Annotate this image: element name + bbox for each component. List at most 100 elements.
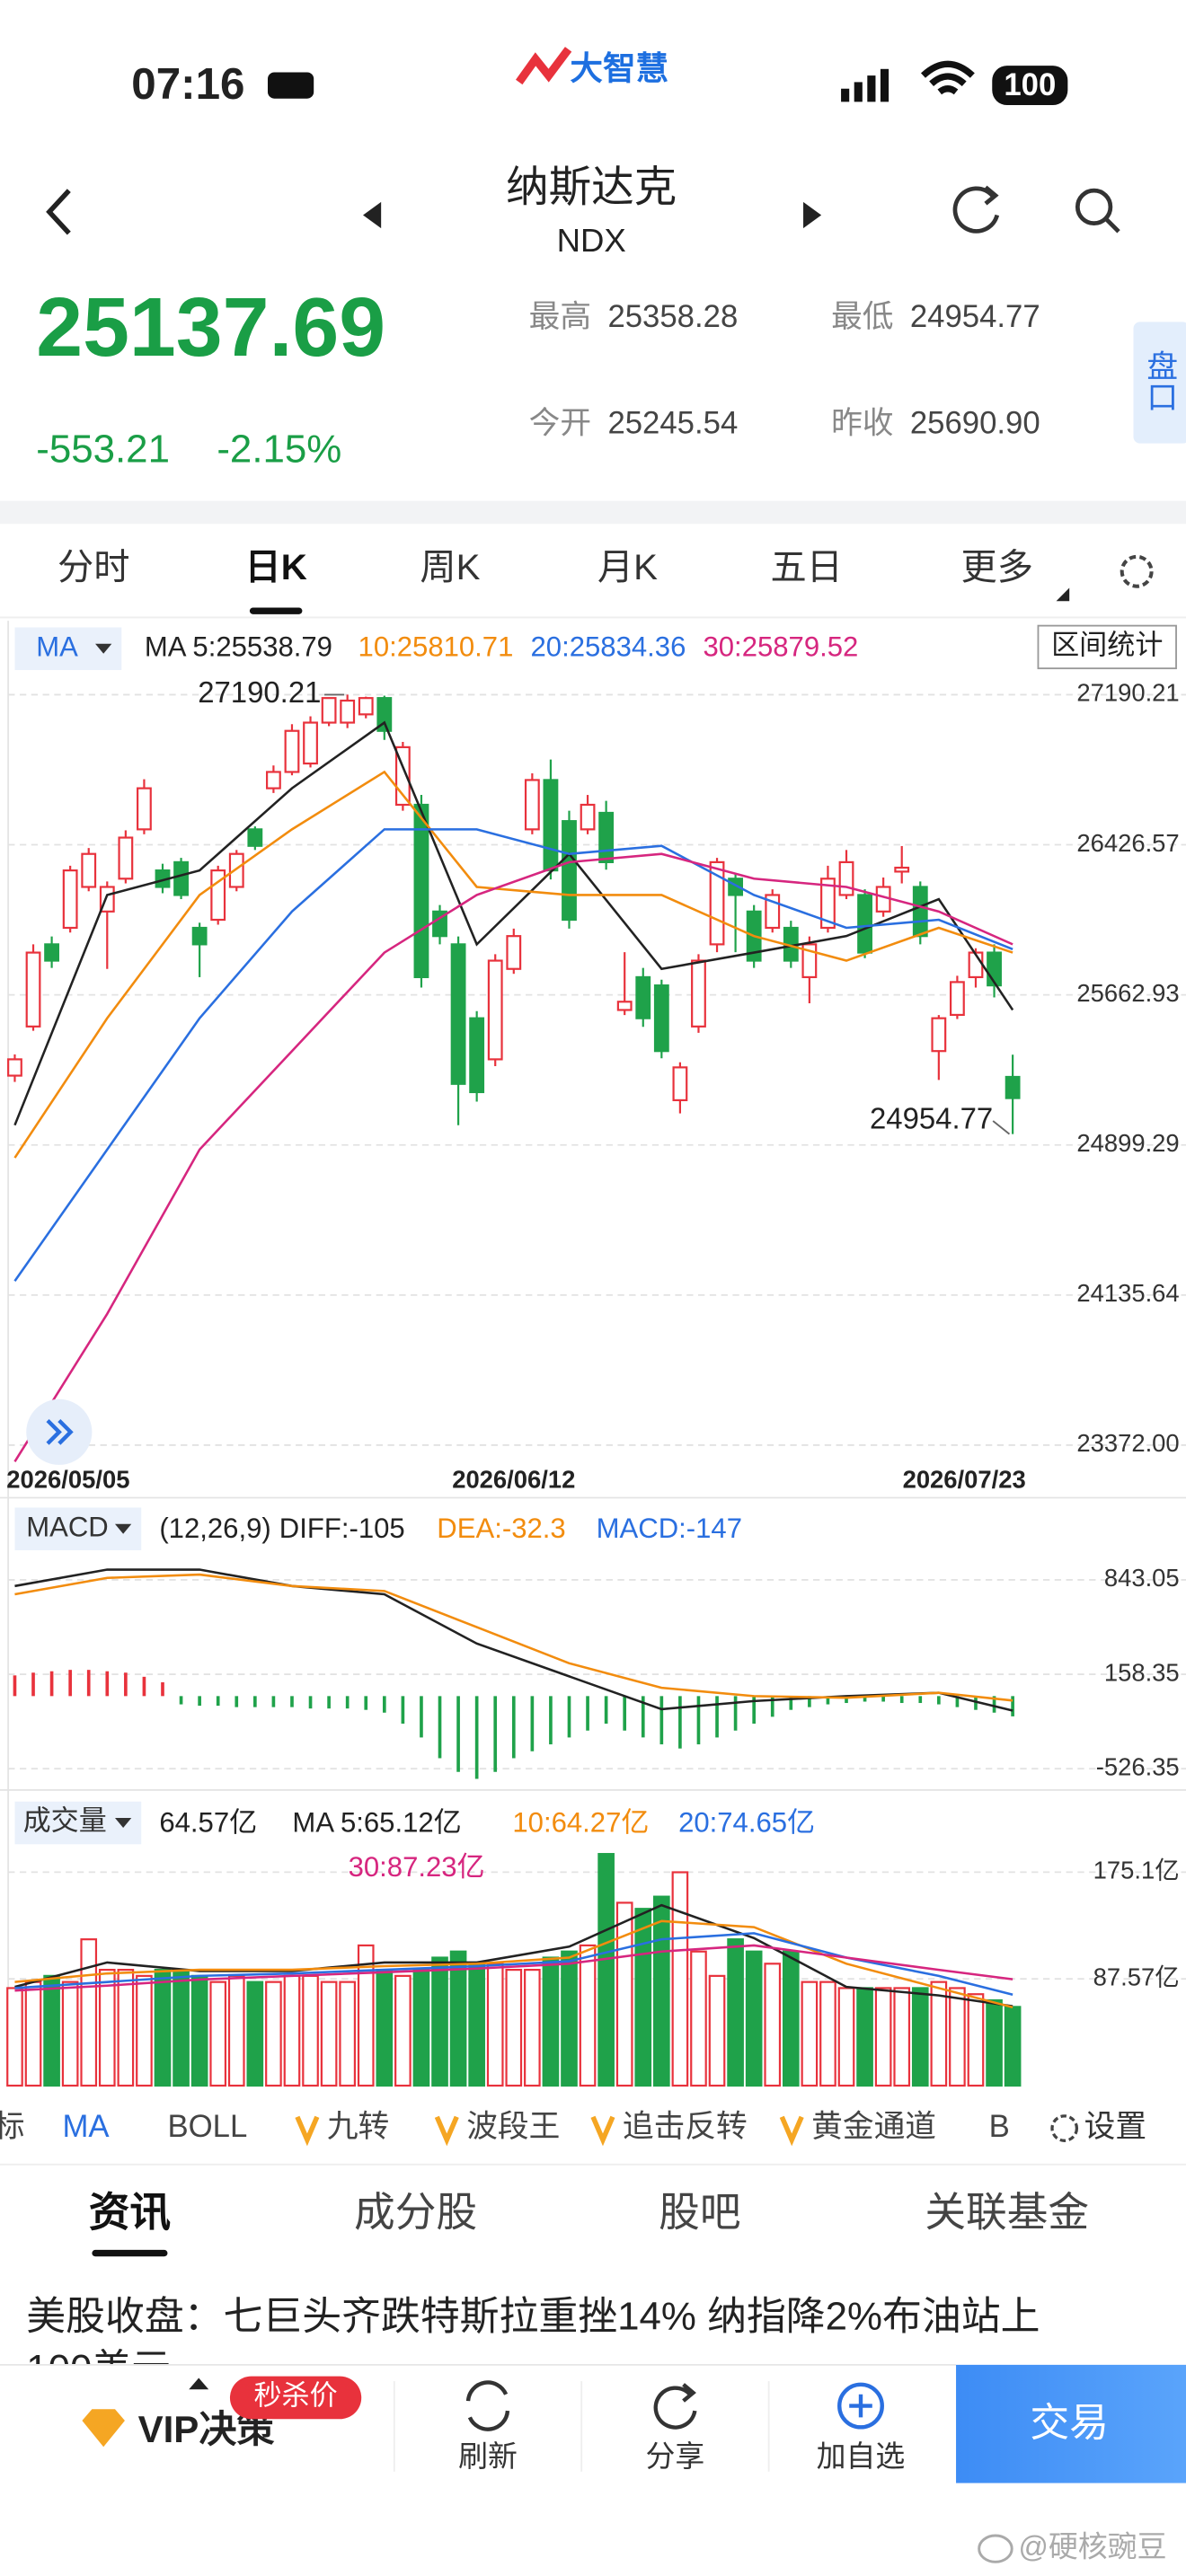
volume-bar (449, 1950, 467, 2087)
volume-bar (357, 1944, 375, 2087)
candle-body (950, 981, 965, 1017)
volume-bar (597, 1853, 615, 2087)
dropdown-arrow (95, 643, 112, 654)
dropdown-arrow (114, 1523, 132, 1534)
candle-body (912, 886, 928, 938)
signal-icon (841, 68, 890, 102)
period-tab[interactable]: 周K (420, 547, 480, 587)
search-button[interactable] (1075, 188, 1113, 226)
indicator-item[interactable]: 追击反转 (623, 2109, 748, 2144)
header-title: 纳斯达克 (506, 164, 677, 212)
back-button[interactable] (46, 189, 71, 235)
candle-body (137, 787, 152, 831)
range-stats-button[interactable] (1037, 624, 1177, 670)
volume-bar (412, 1968, 430, 2087)
settings-label[interactable]: 设置 (1084, 2110, 1146, 2144)
volume-bar (634, 1908, 652, 2087)
candle-body (635, 975, 651, 1019)
candle-body (191, 926, 208, 946)
refresh-button[interactable] (952, 185, 1000, 234)
period-tab[interactable]: 月K (597, 547, 658, 587)
indicator-item[interactable]: BOLL (167, 2110, 247, 2144)
settings-button[interactable] (1120, 554, 1154, 588)
indicator-item[interactable]: 黄金通道 (811, 2109, 936, 2144)
news-tab[interactable]: 成分股 (354, 2190, 477, 2236)
candle-body (228, 852, 244, 888)
indicator-line (14, 1573, 1013, 1702)
indicator-item[interactable]: MA (62, 2110, 110, 2144)
trade-label: 交易 (1030, 2401, 1109, 2445)
volume-bar (745, 1950, 763, 2087)
volume-bar (893, 1987, 911, 2087)
candle-body (562, 820, 577, 922)
volume-bar (24, 1981, 42, 2087)
period-tab[interactable]: 日K (245, 547, 307, 587)
volume-bar (708, 1974, 726, 2087)
candle-body (931, 1017, 947, 1053)
volume-bar (782, 1950, 800, 2087)
next-button[interactable] (803, 201, 822, 229)
volume-bar (542, 1956, 560, 2087)
volume-bar (801, 1981, 819, 2087)
action-label[interactable]: 分享 (646, 2439, 705, 2473)
price-change-pct: -2.15% (217, 427, 341, 471)
period-tab[interactable]: 更多 (961, 547, 1033, 587)
search-handle (1103, 216, 1120, 234)
prev-button[interactable] (363, 201, 382, 229)
news-headline[interactable]: 美股收盘：七巨头齐跌特斯拉重挫14% 纳指降2%布油站上 (26, 2294, 1040, 2338)
news-tab[interactable]: 关联基金 (925, 2190, 1089, 2236)
candle-body (653, 984, 669, 1053)
period-tab[interactable]: 分时 (58, 547, 129, 587)
refresh-icon (465, 2380, 510, 2431)
indicator-item[interactable]: 九转 (327, 2109, 389, 2144)
tab-underline (249, 607, 303, 614)
action-label[interactable]: 加自选 (817, 2439, 906, 2473)
news-tab[interactable]: 资讯 (89, 2190, 171, 2236)
range-stats-label: 区间统计 (1051, 630, 1163, 661)
indicator-item[interactable]: 标 (0, 2109, 24, 2144)
volume-bar (671, 1871, 689, 2087)
volume-bar (283, 1974, 301, 2087)
candle-body (672, 1066, 688, 1102)
dropdown-arrow (114, 1818, 132, 1828)
volume-bar (615, 1901, 633, 2087)
volume-bar (431, 1956, 448, 2087)
panel-dropdown-label: 成交量 (23, 1805, 107, 1837)
expand-icon (46, 1418, 74, 1445)
action-label[interactable]: 刷新 (458, 2439, 518, 2473)
indicator-item[interactable]: B (989, 2110, 1010, 2144)
volume-current: 64.57亿 (159, 1807, 257, 1839)
x-tick-label: 2026/06/12 (452, 1465, 575, 1493)
actions: 刷新 分享 加自选 (458, 2439, 905, 2473)
volume-bar (911, 1987, 929, 2087)
v-badge (779, 2115, 804, 2147)
y-tick-label: -526.35 (1096, 1752, 1180, 1780)
volume-bar (376, 1968, 394, 2087)
status-time: 07:16 (131, 59, 244, 109)
volume-bar (967, 1993, 985, 2087)
volume-bar (874, 1987, 892, 2087)
stat-label: 昨收 (831, 406, 893, 441)
candle-body (81, 852, 97, 888)
app-logo: 大智慧 (570, 49, 668, 86)
legend-item: 30:25879.52 (703, 631, 858, 662)
volume-bar (246, 1981, 264, 2087)
side-button-label: 盘口 (1143, 349, 1177, 412)
trade-button[interactable] (956, 2364, 1186, 2483)
v-badge (434, 2115, 459, 2147)
period-tab[interactable]: 五日 (770, 547, 842, 587)
side-button[interactable] (1133, 322, 1186, 444)
settings-icon (1050, 2114, 1079, 2142)
indicator-item[interactable]: 波段王 (466, 2109, 560, 2144)
volume-bar (524, 1968, 541, 2087)
candle-body (543, 779, 559, 872)
panel-dropdown-label: MACD (26, 1511, 109, 1542)
volume-bar (727, 1938, 744, 2087)
low-annotation: 24954.77 (870, 1102, 993, 1135)
news-tab[interactable]: 股吧 (659, 2190, 740, 2236)
add-icon-plus (849, 2394, 872, 2418)
stat-label: 最高 (529, 299, 591, 334)
indicator-line (14, 1919, 1013, 2009)
watermark: @硬核豌豆 (1019, 2529, 1167, 2563)
candle-body (469, 1017, 485, 1094)
